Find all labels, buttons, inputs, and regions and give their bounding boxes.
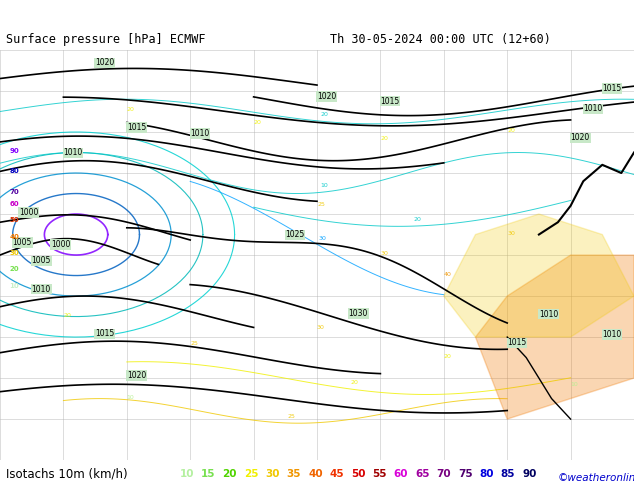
Text: 20: 20 (444, 354, 451, 359)
Polygon shape (444, 214, 634, 337)
Text: 1010: 1010 (190, 129, 209, 138)
Text: 1015: 1015 (95, 329, 114, 339)
Text: 1015: 1015 (380, 97, 399, 106)
Text: 30: 30 (507, 230, 515, 236)
Text: 1000: 1000 (19, 208, 39, 217)
Text: 10: 10 (180, 468, 194, 479)
Text: 1020: 1020 (571, 133, 590, 142)
Text: 1010: 1010 (63, 148, 82, 157)
Text: 65: 65 (415, 468, 430, 479)
Text: 1030: 1030 (349, 309, 368, 318)
Text: 60: 60 (10, 201, 19, 207)
Text: 20: 20 (414, 217, 422, 222)
Text: 1020: 1020 (317, 92, 336, 101)
Text: 10: 10 (127, 394, 134, 399)
Text: 1010: 1010 (583, 104, 602, 114)
Text: 30: 30 (318, 236, 326, 241)
Text: 25: 25 (190, 341, 198, 346)
Text: 70: 70 (10, 189, 19, 195)
Text: ©weatheronline.co.uk: ©weatheronline.co.uk (558, 473, 634, 483)
Text: 10: 10 (10, 283, 19, 289)
Text: 40: 40 (10, 234, 20, 240)
Text: 1015: 1015 (127, 123, 146, 132)
Text: 10: 10 (320, 183, 328, 189)
Text: 30: 30 (317, 325, 325, 330)
Text: 1015: 1015 (602, 84, 621, 93)
Text: Th 30-05-2024 00:00 UTC (12+60): Th 30-05-2024 00:00 UTC (12+60) (330, 33, 550, 47)
Text: 1025: 1025 (285, 230, 304, 240)
Text: 25: 25 (244, 468, 259, 479)
Text: 20: 20 (223, 468, 237, 479)
Text: 30: 30 (10, 250, 19, 256)
Text: 20: 20 (380, 136, 388, 141)
Text: 20: 20 (63, 313, 71, 318)
Text: 30: 30 (266, 468, 280, 479)
Text: 40: 40 (444, 271, 451, 276)
Text: 85: 85 (501, 468, 515, 479)
Text: 10: 10 (571, 382, 578, 387)
Text: 35: 35 (287, 468, 301, 479)
Text: 25: 25 (288, 414, 295, 419)
Text: 1005: 1005 (13, 238, 32, 247)
Text: 60: 60 (394, 468, 408, 479)
Text: 1000: 1000 (51, 240, 70, 249)
Text: 40: 40 (308, 468, 323, 479)
Text: 20: 20 (254, 120, 261, 125)
Text: 1010: 1010 (602, 330, 621, 339)
Text: 1010: 1010 (539, 310, 558, 318)
Text: 80: 80 (10, 168, 19, 174)
Text: 70: 70 (436, 468, 451, 479)
Text: 75: 75 (458, 468, 472, 479)
Text: 20: 20 (351, 380, 359, 385)
Text: 1020: 1020 (95, 58, 114, 67)
Text: 1015: 1015 (507, 338, 526, 347)
Text: 80: 80 (479, 468, 494, 479)
Text: Surface pressure [hPa] ECMWF: Surface pressure [hPa] ECMWF (6, 33, 206, 47)
Text: 20: 20 (320, 112, 328, 117)
Text: 30: 30 (380, 251, 388, 256)
Text: 90: 90 (10, 147, 19, 153)
Text: 20: 20 (10, 267, 19, 272)
Text: 20: 20 (127, 107, 134, 113)
Text: 1005: 1005 (32, 256, 51, 265)
Polygon shape (476, 255, 634, 419)
Text: 20: 20 (507, 128, 515, 133)
Text: 1020: 1020 (127, 371, 146, 380)
Text: 1010: 1010 (32, 285, 51, 294)
Text: 50: 50 (351, 468, 365, 479)
Text: 15: 15 (201, 468, 216, 479)
Text: 45: 45 (330, 468, 344, 479)
Text: 55: 55 (372, 468, 387, 479)
Text: 50: 50 (10, 217, 19, 223)
Text: 25: 25 (317, 202, 325, 207)
Text: Isotachs 10m (km/h): Isotachs 10m (km/h) (6, 467, 128, 480)
Text: 90: 90 (522, 468, 536, 479)
